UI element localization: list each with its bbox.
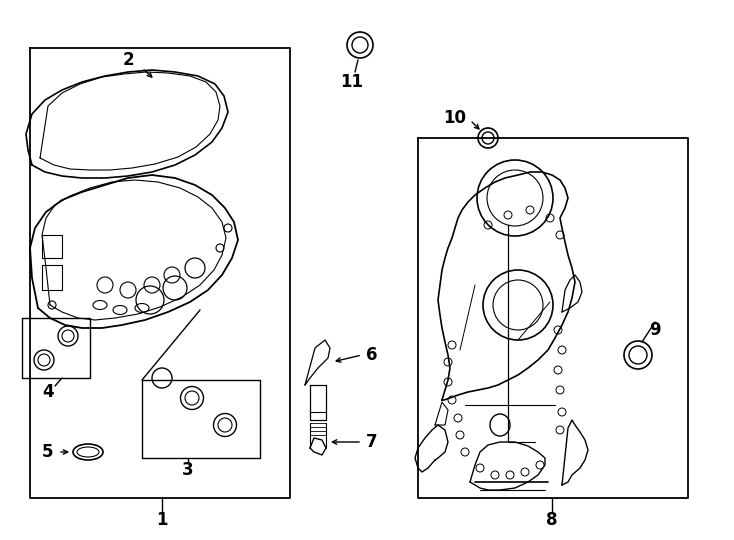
Text: 2: 2 [122, 51, 134, 69]
Text: 7: 7 [366, 433, 378, 451]
Text: 8: 8 [546, 511, 558, 529]
Text: 9: 9 [649, 321, 661, 339]
Text: 11: 11 [341, 73, 363, 91]
Text: 5: 5 [43, 443, 54, 461]
Text: 3: 3 [182, 461, 194, 479]
Text: 4: 4 [42, 383, 54, 401]
Text: 10: 10 [443, 109, 467, 127]
Text: 1: 1 [156, 511, 168, 529]
Text: 6: 6 [366, 346, 378, 364]
